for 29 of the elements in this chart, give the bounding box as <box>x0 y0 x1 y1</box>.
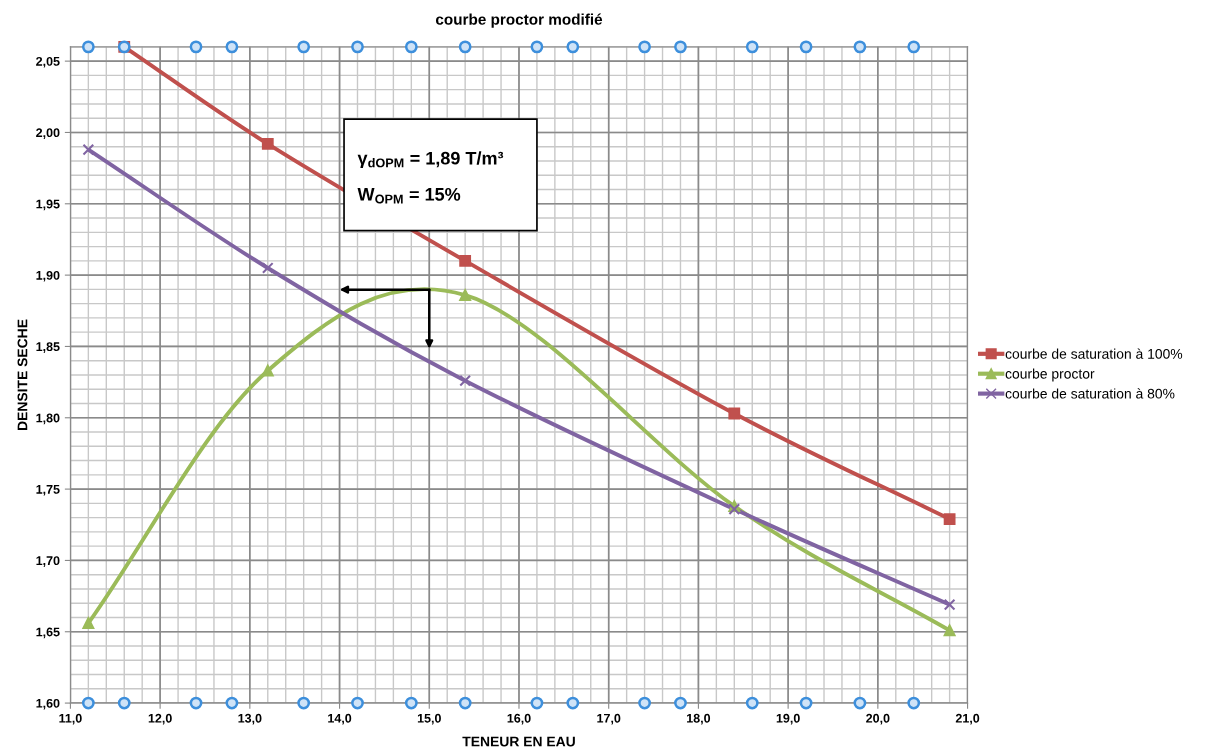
legend-label: courbe de saturation à 100% <box>1005 348 1183 359</box>
legend-label: courbe de saturation à 80% <box>1005 388 1175 399</box>
x-tick-label: 17,0 <box>597 713 621 725</box>
annotation: W$_{OPM}$ = 15% <box>357 187 461 204</box>
x-tick-label: 20,0 <box>866 713 890 725</box>
x-tick-label: 14,0 <box>328 713 352 725</box>
y-tick-label: 1,65 <box>36 627 60 639</box>
y-tick-label: 2,00 <box>36 128 60 139</box>
chart-title: courbe proctor modifié <box>435 13 603 28</box>
legend-label: courbe proctor <box>1005 368 1095 382</box>
y-tick-label: 1,75 <box>36 485 60 496</box>
x-tick-label: 16,0 <box>507 713 531 725</box>
y-tick-label: 1,80 <box>36 413 60 425</box>
y-axis-title: DENSITE SECHE <box>17 319 28 430</box>
x-tick-label: 11,0 <box>59 713 82 725</box>
x-axis-title: TENEUR EN EAU <box>462 736 575 747</box>
x-tick-label: 21,0 <box>955 713 980 725</box>
x-tick-label: 15,0 <box>417 713 441 725</box>
y-tick-label: 1,85 <box>36 342 60 353</box>
annotation: γ$_{dOPM}$ = 1,89 T/m³ <box>357 151 504 169</box>
y-tick-label: 1,70 <box>36 556 60 567</box>
y-tick-label: 1,60 <box>36 698 60 710</box>
y-tick-label: 2,05 <box>36 56 60 68</box>
x-tick-label: 18,0 <box>687 713 711 725</box>
y-tick-label: 1,95 <box>36 199 60 211</box>
x-tick-label: 12,0 <box>148 713 172 725</box>
y-tick-label: 1,90 <box>36 270 60 282</box>
x-tick-label: 19,0 <box>776 713 800 725</box>
x-tick-label: 13,0 <box>238 713 262 725</box>
